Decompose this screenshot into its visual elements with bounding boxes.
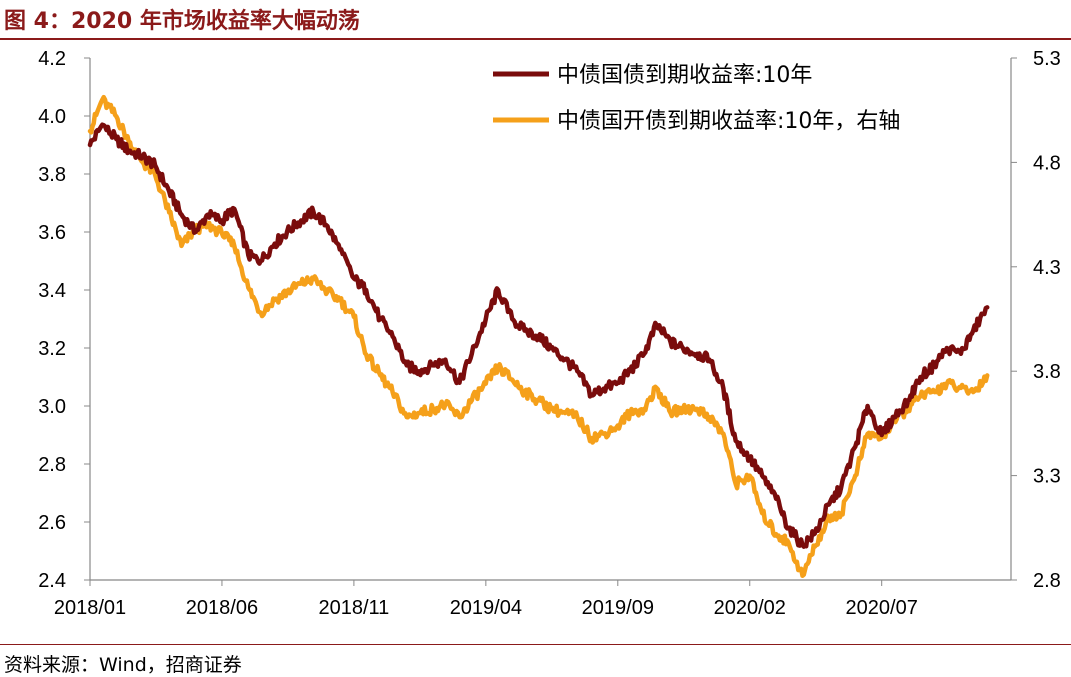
x-tick-label: 2020/02	[714, 597, 786, 619]
x-tick-label: 2018/01	[54, 597, 126, 619]
series-line-gov-10y	[87, 122, 990, 549]
right-y-tick-label: 2.8	[1033, 570, 1061, 592]
right-y-tick-label: 3.3	[1033, 466, 1061, 488]
series-lines	[87, 94, 990, 579]
left-y-tick-label: 2.4	[38, 570, 66, 592]
x-tick-label: 2018/11	[318, 597, 389, 619]
right-y-tick-label: 4.8	[1033, 152, 1061, 174]
x-tick-label: 2018/06	[186, 597, 258, 619]
figure-title: 图 4：2020 年市场收益率大幅动荡	[4, 9, 360, 34]
right-y-tick-label: 3.8	[1033, 361, 1061, 383]
axes: 2.4 2.6 2.8 3.0 3.2 3.4 3.6 3.8 4.0 4.2 2.8 3.3 3.8 4…	[38, 48, 1061, 619]
left-y-tick-label: 3.2	[38, 338, 66, 360]
right-y-tick-label: 4.3	[1033, 257, 1061, 279]
x-tick-label: 2019/04	[450, 597, 522, 619]
series-line-cdb-10y	[87, 94, 990, 579]
x-tick-label: 2019/09	[582, 597, 654, 619]
legend-label-cdb: 中债国开债到期收益率:10年，右轴	[557, 109, 900, 134]
title-divider	[0, 38, 1071, 40]
x-tick-label: 2020/07	[846, 597, 918, 619]
left-y-tick-label: 4.2	[38, 48, 66, 70]
left-y-tick-label: 2.6	[38, 512, 66, 534]
source-note: 资料来源：Wind，招商证券	[4, 654, 242, 676]
left-y-tick-label: 2.8	[38, 454, 66, 476]
left-y-tick-label: 3.4	[38, 280, 66, 302]
left-y-tick-label: 4.0	[38, 106, 66, 128]
legend-label-gov: 中债国债到期收益率:10年	[557, 63, 812, 88]
left-y-tick-label: 3.0	[38, 396, 66, 418]
left-y-tick-label: 3.8	[38, 164, 66, 186]
source-divider	[0, 644, 1071, 645]
left-y-tick-label: 3.6	[38, 222, 66, 244]
right-y-tick-label: 5.3	[1033, 48, 1061, 70]
